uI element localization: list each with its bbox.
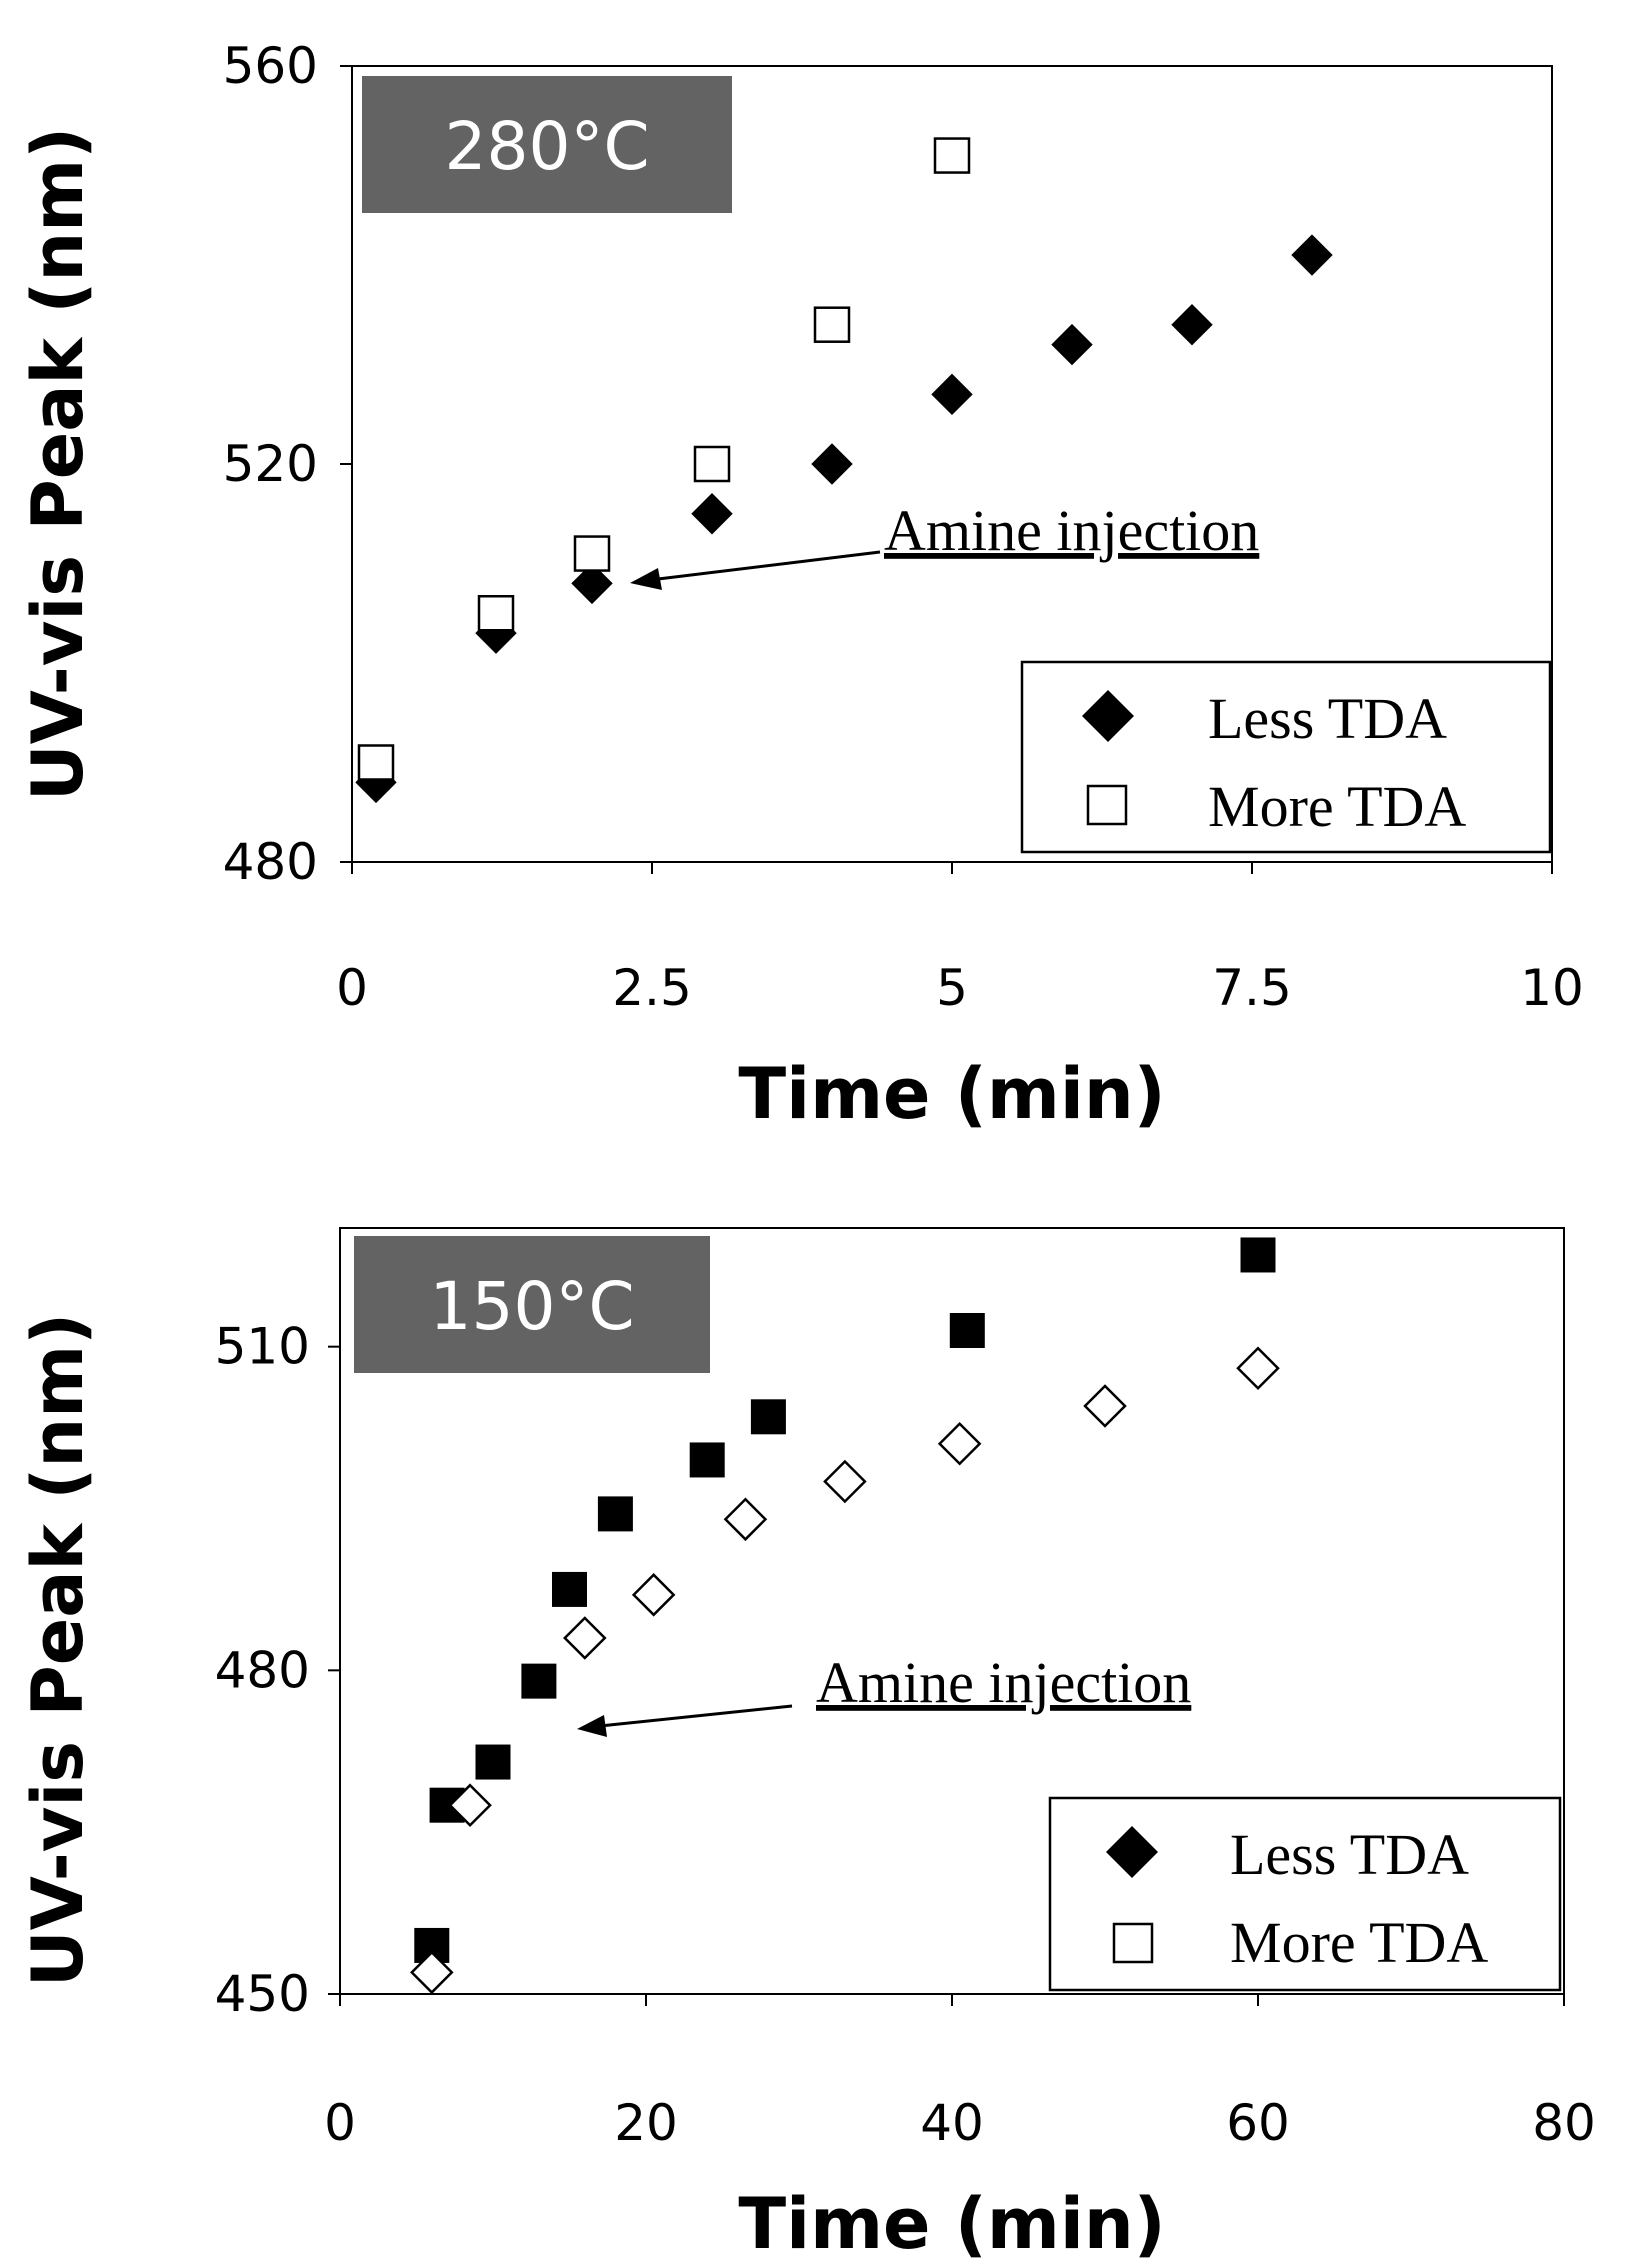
data-point-open-square	[693, 445, 731, 483]
data-point-filled-square	[1240, 1237, 1276, 1273]
y-tick-label: 450	[215, 1965, 310, 2023]
data-point-open-diamond	[1083, 1384, 1127, 1428]
data-point-open-square	[933, 137, 971, 174]
annotation-arrow-line	[599, 1704, 793, 1728]
x-axis-label: Time (min)	[738, 2183, 1165, 2265]
data-points	[410, 1237, 1280, 1995]
y-tick-label: 480	[223, 833, 318, 891]
data-point-filled-diamond	[931, 373, 973, 416]
data-point-filled-square	[597, 1496, 633, 1532]
data-point-open-square	[573, 535, 611, 572]
legend-marker-less-tda	[1082, 690, 1134, 742]
x-tick-label: 5	[936, 959, 968, 1017]
x-tick-label: 60	[1226, 2094, 1290, 2152]
x-tick-label: 2.5	[612, 959, 692, 1017]
data-point-filled-diamond	[1291, 234, 1333, 276]
data-points	[355, 137, 1333, 804]
x-tick-marks: 0 20 40 60 80	[324, 1994, 1596, 2152]
x-tick-label: 80	[1532, 2094, 1596, 2152]
data-point-open-square	[477, 595, 515, 632]
data-point-open-diamond	[448, 1783, 492, 1827]
x-tick-label: 10	[1520, 959, 1584, 1017]
legend: Less TDA More TDA	[1020, 660, 1552, 854]
y-tick-marks: 480 520 560	[223, 37, 352, 891]
y-tick-marks: 450 480 510	[215, 1318, 340, 2023]
temperature-badge-bg	[354, 1236, 710, 1373]
annotation-arrow-head	[577, 1715, 607, 1737]
data-point-filled-square	[689, 1442, 725, 1478]
data-point-filled-square	[552, 1571, 587, 1607]
data-point-filled-diamond	[1051, 323, 1093, 366]
data-point-filled-diamond	[811, 443, 853, 485]
chart-panel-280c: 480 520 560 0 2.5 5 7.5 10 280°C Time (min) UV…	[17, 37, 1584, 1135]
data-point-open-diamond	[937, 1422, 982, 1466]
data-point-open-diamond	[563, 1616, 607, 1660]
y-axis-label: UV-vis Peak (nm)	[17, 1313, 99, 1987]
data-point-filled-square	[521, 1663, 557, 1699]
x-tick-label: 0	[336, 959, 368, 1017]
y-tick-label: 560	[223, 37, 318, 95]
legend-marker-more-tda	[1112, 1922, 1154, 1964]
data-point-open-square	[357, 744, 395, 781]
data-point-open-diamond	[823, 1459, 867, 1504]
data-point-open-square	[813, 306, 851, 343]
data-point-filled-square	[475, 1744, 511, 1780]
temperature-badge: 150°C	[429, 1268, 634, 1345]
data-point-open-diamond	[723, 1497, 768, 1542]
y-tick-label: 510	[215, 1318, 310, 1376]
data-point-filled-diamond	[691, 493, 733, 535]
data-point-filled-diamond	[1171, 303, 1213, 346]
annotation-text: Amine injection	[816, 1650, 1191, 1715]
y-axis-label: UV-vis Peak (nm)	[17, 127, 99, 801]
x-tick-label: 0	[324, 2094, 356, 2152]
data-point-filled-diamond	[571, 562, 613, 605]
y-tick-label: 480	[215, 1641, 310, 1699]
x-tick-label: 7.5	[1212, 959, 1292, 1017]
annotation-text: Amine injection	[884, 498, 1259, 563]
x-tick-marks: 0 2.5 5 7.5 10	[336, 862, 1584, 1017]
data-point-filled-square	[750, 1399, 786, 1435]
legend-label-less-tda: Less TDA	[1208, 686, 1447, 751]
legend-marker-more-tda	[1086, 784, 1128, 826]
data-point-open-diamond	[1236, 1346, 1280, 1391]
temperature-badge-bg	[362, 76, 732, 213]
y-tick-label: 520	[223, 435, 318, 493]
data-point-open-diamond	[410, 1950, 454, 1995]
data-point-open-diamond	[631, 1573, 676, 1617]
legend-label-more-tda: More TDA	[1208, 774, 1466, 839]
chart-panel-150c: 450 480 510 0 20 40 60 80 150°C Time (min) UV-…	[17, 1227, 1596, 2265]
x-tick-label: 40	[920, 2094, 984, 2152]
annotation-arrow-line	[649, 550, 881, 582]
legend-label-more-tda: More TDA	[1230, 1910, 1488, 1975]
x-tick-label: 20	[614, 2094, 678, 2152]
annotation-arrow-head	[630, 568, 662, 590]
legend-marker-less-tda	[1106, 1826, 1158, 1878]
data-point-filled-square	[949, 1312, 985, 1348]
legend-label-less-tda: Less TDA	[1230, 1822, 1469, 1887]
x-axis-label: Time (min)	[738, 1053, 1165, 1135]
temperature-badge: 280°C	[444, 108, 649, 185]
legend: Less TDA More TDA	[1048, 1796, 1562, 1992]
